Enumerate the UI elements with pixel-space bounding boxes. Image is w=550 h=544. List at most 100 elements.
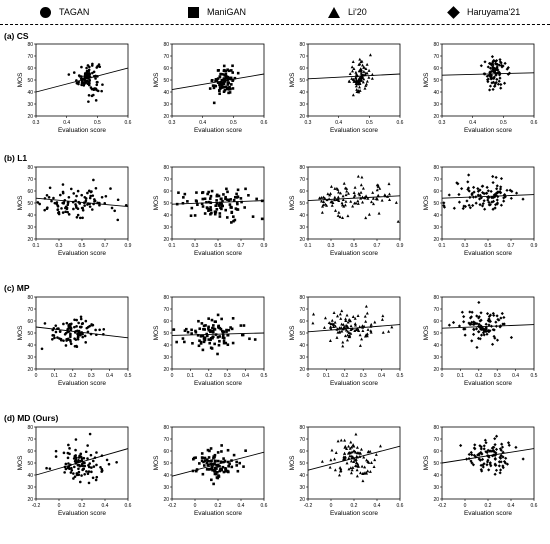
x-tick-label: 0.4 (508, 503, 515, 509)
data-point (359, 447, 363, 451)
data-point (212, 101, 216, 105)
y-tick-label: 60 (433, 319, 439, 325)
data-point (92, 178, 95, 182)
data-point (339, 191, 343, 195)
data-point (52, 334, 56, 337)
data-point (447, 323, 451, 327)
data-point (73, 459, 77, 463)
data-point (479, 311, 483, 315)
y-tick-label: 70 (27, 54, 33, 60)
data-point (493, 206, 497, 210)
data-point (495, 338, 500, 342)
x-tick-label: 0.3 (360, 373, 367, 379)
y-tick-label: 30 (299, 355, 305, 361)
y-axis-title: MOS (153, 195, 160, 210)
data-point (340, 322, 344, 326)
data-point (76, 207, 80, 211)
data-point (352, 449, 356, 453)
data-point (86, 191, 89, 195)
data-point (210, 459, 213, 463)
data-point (182, 196, 185, 199)
data-point (211, 462, 214, 466)
data-point (351, 465, 355, 469)
data-point (502, 199, 506, 203)
data-point (352, 79, 356, 83)
data-point (463, 333, 467, 337)
data-point (468, 206, 472, 210)
data-point (492, 450, 496, 454)
data-point (474, 201, 478, 205)
data-point (75, 215, 79, 219)
data-point (72, 192, 76, 195)
data-point (338, 329, 342, 333)
data-point (194, 329, 197, 333)
y-tick-label: 60 (27, 189, 33, 195)
data-point (87, 465, 91, 469)
x-axis-title: Evaluation score (464, 127, 512, 134)
trend-line (35, 448, 129, 476)
x-tick-label: 0.1 (51, 373, 58, 379)
data-point (72, 477, 75, 480)
data-point (96, 89, 100, 93)
data-point (364, 67, 368, 70)
circle-marker-icon (40, 6, 51, 18)
data-point (374, 453, 378, 456)
y-tick-label: 30 (27, 225, 33, 231)
data-point (202, 324, 206, 328)
data-point (201, 191, 205, 194)
data-point (497, 73, 502, 77)
data-point (339, 438, 343, 442)
data-point (463, 327, 467, 331)
data-point (45, 466, 48, 470)
data-point (209, 330, 212, 334)
data-point (69, 335, 72, 339)
data-point (216, 459, 220, 463)
data-point (355, 445, 359, 449)
data-point (495, 77, 499, 82)
data-point (460, 187, 464, 191)
data-point (350, 69, 354, 73)
data-point (116, 198, 120, 202)
y-tick-label: 40 (433, 473, 439, 479)
data-point (351, 455, 355, 459)
data-point (226, 190, 229, 194)
data-point (228, 462, 231, 466)
data-point (231, 78, 235, 82)
data-point (323, 196, 327, 200)
data-point (346, 191, 350, 195)
data-point (70, 322, 73, 326)
data-point (331, 325, 335, 328)
data-point (366, 459, 370, 463)
data-point (201, 197, 205, 201)
data-point (494, 193, 498, 197)
data-point (494, 320, 498, 324)
data-point (339, 317, 343, 320)
y-tick-label: 60 (163, 66, 169, 72)
data-point (354, 461, 358, 464)
data-point (203, 328, 207, 331)
data-point (226, 333, 229, 337)
trend-line (171, 451, 265, 477)
data-point (472, 328, 476, 332)
data-point (87, 189, 91, 193)
data-point (83, 195, 87, 199)
data-point (94, 186, 98, 190)
data-point (378, 186, 382, 190)
data-point (85, 79, 89, 83)
x-tick-label: 0.6 (531, 120, 538, 126)
data-point (479, 333, 484, 337)
data-point (493, 472, 497, 476)
x-axis-title: Evaluation score (194, 380, 242, 387)
y-tick-label: 40 (299, 343, 305, 349)
data-point (362, 77, 366, 81)
data-point (221, 334, 225, 337)
x-axis-title: Evaluation score (58, 127, 106, 134)
data-point (351, 204, 355, 208)
data-point (323, 316, 327, 320)
data-point (467, 173, 471, 177)
data-point (63, 471, 66, 474)
data-point (218, 339, 221, 343)
y-tick-label: 50 (433, 78, 439, 84)
data-point (521, 197, 525, 201)
data-point (90, 470, 93, 474)
